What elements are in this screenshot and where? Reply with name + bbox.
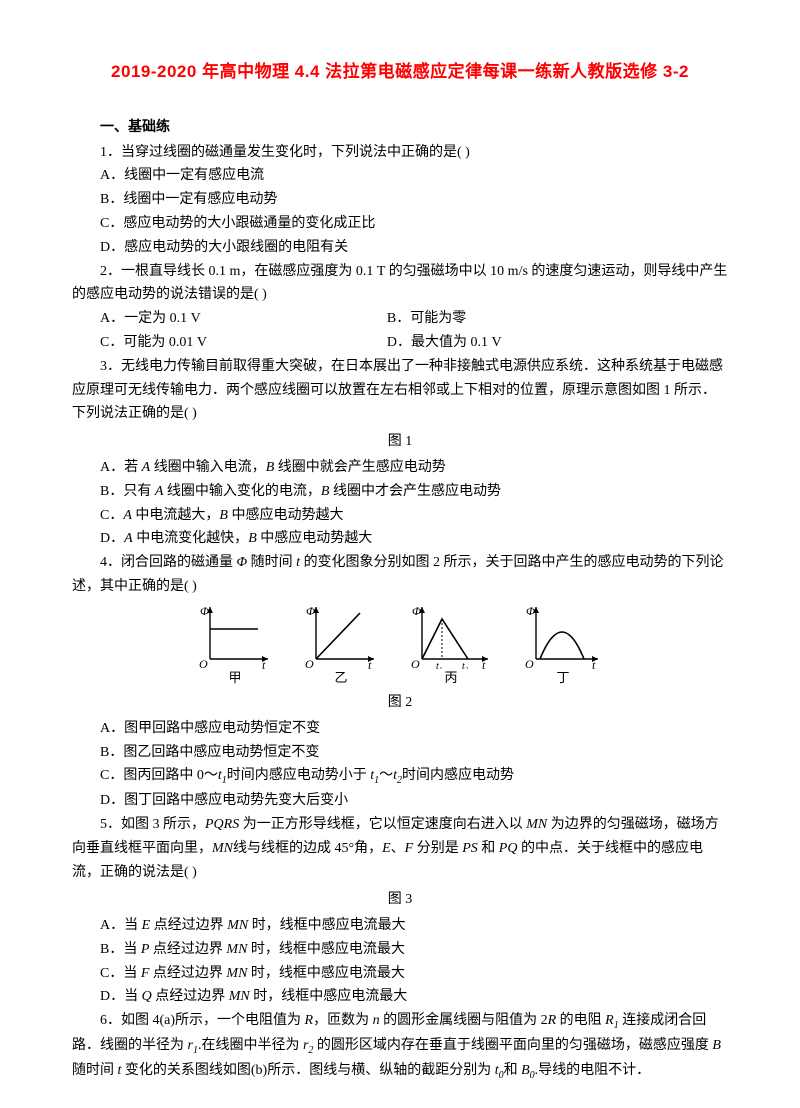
svg-text:Φ: Φ [306,604,315,618]
q4-C: C．图丙回路中 0～t1时间内感应电动势小于 t1～t2时间内感应电动势 [72,764,728,789]
q2-row1: A．一定为 0.1 V B．可能为零 [72,307,728,331]
q3-B: B．只有 A 线圈中输入变化的电流，B 线圈中才会产生感应电动势 [72,480,728,504]
q3-D: D．A 中电流变化越快，B 中感应电动势越大 [72,527,728,551]
q4-stem: 4．闭合回路的磁通量 Φ 随时间 t 的变化图象分别如图 2 所示，关于回路中产… [72,551,728,599]
doc-title: 2019-2020 年高中物理 4.4 法拉第电磁感应定律每课一练新人教版选修 … [72,58,728,87]
q5-C: C．当 F 点经过边界 MN 时，线框中感应电流最大 [72,962,728,986]
svg-text:O: O [411,657,420,669]
graph-jia-label: 甲 [196,667,274,689]
q2-A: A．一定为 0.1 V [72,307,387,331]
q5-D: D．当 Q 点经过边界 MN 时，线框中感应电流最大 [72,985,728,1009]
fig1-caption: 图 1 [72,430,728,454]
svg-text:O: O [525,657,534,669]
q2-C: C．可能为 0.01 V [72,331,387,355]
q1-B: B．线圈中一定有感应电动势 [72,188,728,212]
graph-ding-label: 丁 [522,667,604,689]
q1-A: A．线圈中一定有感应电流 [72,164,728,188]
q4-B: B．图乙回路中感应电动势恒定不变 [72,741,728,765]
graph-yi: Φ t O 乙 [302,601,380,689]
svg-text:O: O [199,657,208,669]
q6-stem: 6．如图 4(a)所示，一个电阻值为 R，匝数为 n 的圆形金属线圈与阻值为 2… [72,1009,728,1083]
graph-yi-label: 乙 [302,667,380,689]
svg-text:t₂: t₂ [462,661,469,669]
q4-graphs: Φ t O 甲 Φ t O 乙 Φ t O [72,601,728,689]
q5-A: A．当 E 点经过边界 MN 时，线框中感应电流最大 [72,914,728,938]
svg-text:O: O [305,657,314,669]
graph-bing-label: 丙 [408,667,494,689]
section-1-header: 一、基础练 [72,115,728,139]
graph-bing: Φ t O t₁ t₂ 丙 [408,601,494,689]
q4-A: A．图甲回路中感应电动势恒定不变 [72,717,728,741]
svg-text:Φ: Φ [200,604,209,618]
q3-A: A．若 A 线圈中输入电流，B 线圈中就会产生感应电动势 [72,456,728,480]
q5-B: B．当 P 点经过边界 MN 时，线框中感应电流最大 [72,938,728,962]
q1-D: D．感应电动势的大小跟线圈的电阻有关 [72,236,728,260]
q1-C: C．感应电动势的大小跟磁通量的变化成正比 [72,212,728,236]
q2-B: B．可能为零 [387,307,728,331]
svg-text:Φ: Φ [526,604,535,618]
q5-stem: 5．如图 3 所示，PQRS 为一正方形导线框，它以恒定速度向右进入以 MN 为… [72,813,728,884]
q2-D: D．最大值为 0.1 V [387,331,728,355]
svg-text:t₁: t₁ [436,661,442,669]
svg-text:Φ: Φ [412,604,421,618]
q2-row2: C．可能为 0.01 V D．最大值为 0.1 V [72,331,728,355]
q3-stem: 3．无线电力传输目前取得重大突破，在日本展出了一种非接触式电源供应系统．这种系统… [72,355,728,426]
q3-C: C．A 中电流越大，B 中感应电动势越大 [72,504,728,528]
fig2-caption: 图 2 [72,691,728,715]
q1-stem: 1．当穿过线圈的磁通量发生变化时，下列说法中正确的是( ) [72,141,728,165]
graph-ding: Φ t O 丁 [522,601,604,689]
fig3-caption: 图 3 [72,888,728,912]
q4-D: D．图丁回路中感应电动势先变大后变小 [72,789,728,813]
graph-jia: Φ t O 甲 [196,601,274,689]
q2-stem: 2．一根直导线长 0.1 m，在磁感应强度为 0.1 T 的匀强磁场中以 10 … [72,260,728,308]
